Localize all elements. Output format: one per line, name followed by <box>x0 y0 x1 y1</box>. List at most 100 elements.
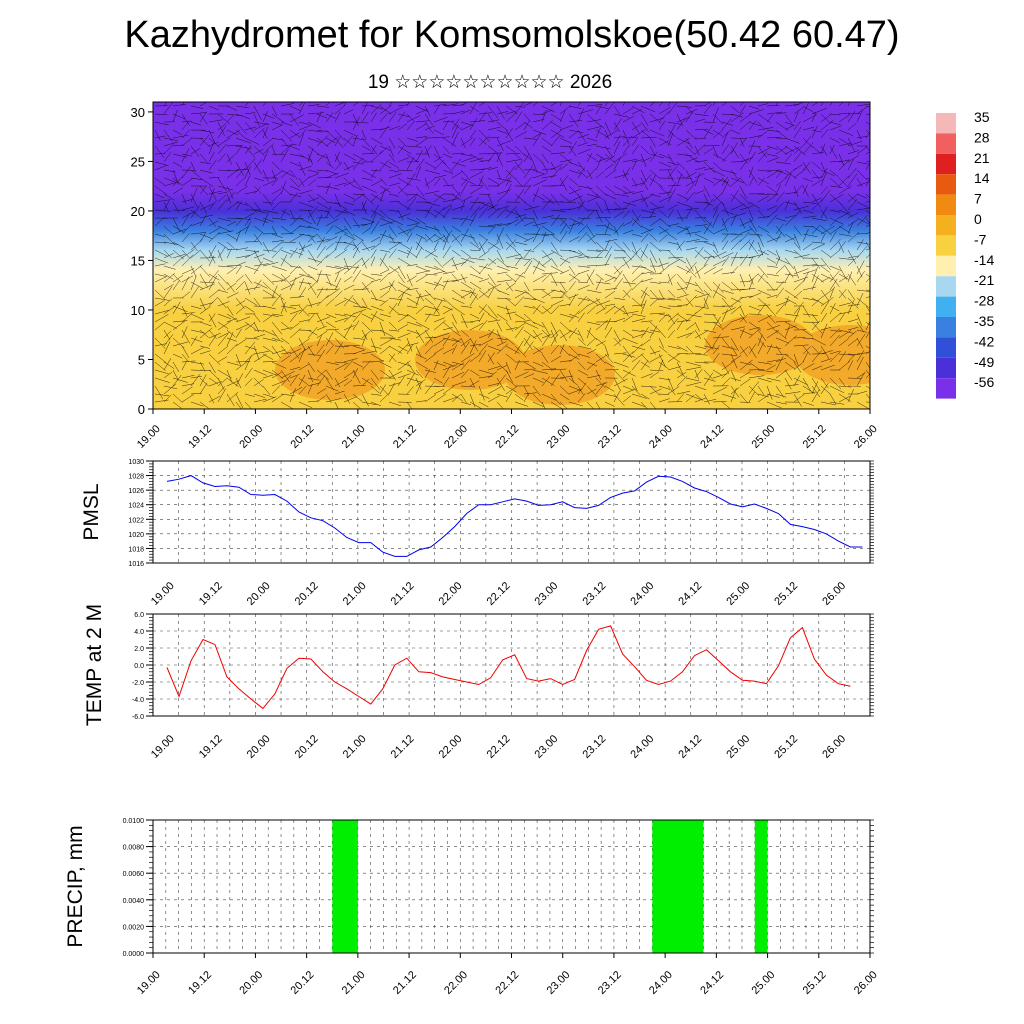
wind-barb <box>775 385 785 398</box>
x-tick-label: 25.00 <box>724 580 752 608</box>
wind-barb <box>613 134 621 147</box>
wind-barb <box>775 369 788 379</box>
wind-barb <box>334 153 341 165</box>
y-tick-label: 30 <box>131 105 145 120</box>
wind-barb <box>730 234 740 243</box>
wind-barb <box>361 258 370 267</box>
x-tick-label: 21.12 <box>389 580 417 608</box>
wind-barb <box>532 118 545 123</box>
wind-barb <box>181 345 190 359</box>
wind-barb <box>550 217 566 220</box>
wind-barb <box>298 265 310 278</box>
wind-barb <box>271 170 283 179</box>
wind-barb <box>460 153 473 157</box>
wind-barb <box>640 228 654 235</box>
wind-barb <box>532 113 545 116</box>
wind-barb <box>640 289 650 297</box>
wind-barb <box>235 377 242 389</box>
wind-barb <box>415 329 425 344</box>
wind-barb <box>307 169 319 173</box>
wind-barb <box>307 173 319 179</box>
wind-barb <box>694 397 707 403</box>
wind-barb <box>163 284 174 291</box>
wind-barb <box>766 185 776 193</box>
wind-barb <box>676 226 691 235</box>
wind-barb <box>325 136 339 147</box>
wind-barb <box>856 241 870 245</box>
wind-barb <box>667 385 676 396</box>
wind-barb <box>217 388 227 403</box>
wind-barb <box>370 144 377 155</box>
wind-barb <box>289 153 305 158</box>
wind-barb <box>298 401 313 409</box>
wind-barb <box>244 201 257 213</box>
wind-barb <box>244 221 251 235</box>
wind-barb <box>721 121 734 126</box>
wind-barb <box>622 116 635 123</box>
wind-barb <box>550 305 560 315</box>
wind-barb <box>406 121 415 131</box>
wind-barb <box>766 257 777 264</box>
wind-barb <box>829 121 841 126</box>
wind-barb <box>199 321 212 327</box>
wind-barb <box>577 255 590 259</box>
wind-barb <box>595 300 611 307</box>
wind-barb <box>334 209 348 214</box>
wind-barb <box>415 158 425 171</box>
wind-barb <box>469 273 484 280</box>
wind-barb <box>235 201 248 206</box>
wind-barb <box>451 104 465 107</box>
wind-barb <box>595 297 606 310</box>
wind-barb <box>478 289 489 298</box>
wind-barb <box>442 308 453 315</box>
wind-barb <box>577 193 584 205</box>
wind-barb <box>262 201 274 204</box>
wind-barb <box>235 121 247 134</box>
wind-barb <box>568 236 580 243</box>
wind-barb <box>631 209 640 222</box>
wind-barb <box>820 174 826 187</box>
wind-barb <box>370 213 377 227</box>
wind-barb <box>658 120 666 131</box>
wind-barb <box>856 129 862 140</box>
wind-barb <box>397 144 405 155</box>
wind-barb <box>793 265 799 279</box>
wind-barb <box>712 113 724 125</box>
wind-barb <box>739 313 749 323</box>
wind-barb <box>802 377 812 392</box>
wind-barb <box>604 102 609 107</box>
wind-barb <box>352 223 368 227</box>
wind-barb <box>424 265 439 270</box>
wind-barb <box>514 292 525 299</box>
wind-barb <box>289 296 304 299</box>
wind-barb <box>496 233 504 249</box>
wind-barb <box>361 393 369 407</box>
wind-barb <box>253 279 262 291</box>
wind-barb <box>784 113 793 124</box>
wind-barb <box>748 256 754 267</box>
wind-barb <box>217 281 226 291</box>
wind-barb <box>514 371 529 379</box>
wind-barb <box>343 209 356 216</box>
wind-barb <box>649 371 660 379</box>
colorbar-label: -35 <box>974 313 994 329</box>
precip-bar <box>754 820 768 953</box>
wind-barb <box>685 239 700 243</box>
wind-barb <box>235 226 249 235</box>
wind-barb <box>541 231 547 243</box>
wind-barb <box>451 394 461 403</box>
wind-barb <box>631 385 641 396</box>
wind-barb <box>712 336 729 339</box>
wind-barb <box>172 169 179 185</box>
wind-barb <box>172 275 184 283</box>
wind-barb <box>217 137 231 147</box>
wind-barb <box>190 305 202 310</box>
wind-barb <box>424 177 430 189</box>
wind-barb <box>622 169 629 182</box>
wind-barb <box>712 129 723 137</box>
wind-barb <box>262 396 277 403</box>
wind-barb <box>757 250 766 259</box>
wind-barb <box>559 177 568 192</box>
wind-barb <box>442 348 455 355</box>
wind-barb <box>343 284 355 291</box>
